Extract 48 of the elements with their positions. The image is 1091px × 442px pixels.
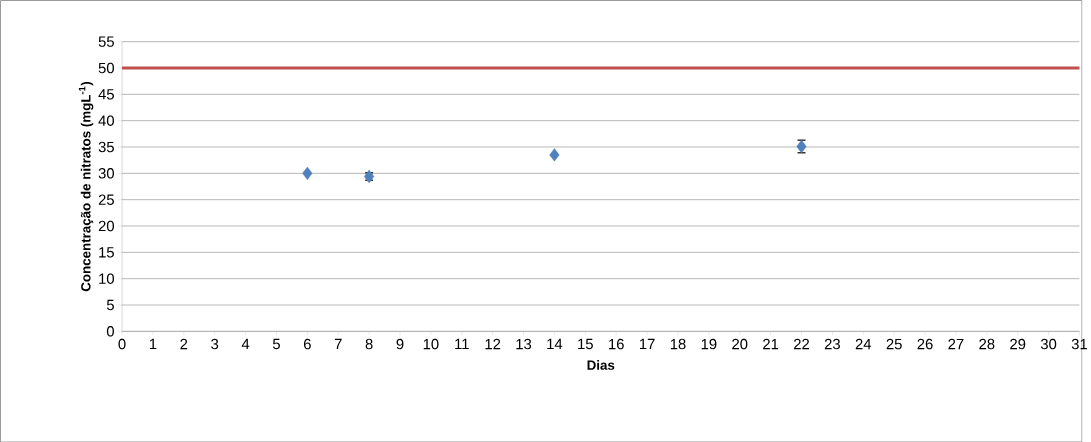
- y-tick-label: 30: [98, 167, 114, 179]
- y-tick-label: 5: [106, 299, 114, 310]
- x-tick-label: 4: [241, 338, 250, 349]
- point: [549, 148, 560, 162]
- y-tick-label: 45: [98, 88, 114, 100]
- x-tick-label: 6: [303, 338, 311, 350]
- x-tick-label: 2: [180, 338, 188, 349]
- y-tick-label: 50: [98, 62, 114, 73]
- x-tick-label: 25: [886, 338, 902, 350]
- point: [302, 166, 313, 180]
- x-tick-label: 17: [639, 338, 655, 349]
- x-axis-title: Dias: [587, 359, 615, 370]
- y-tick-label: 35: [98, 141, 114, 153]
- x-tick-label: 29: [1010, 338, 1026, 350]
- x-tick-label: 0: [118, 338, 126, 350]
- x-tick-label: 14: [547, 338, 563, 349]
- x-tick-label: 24: [855, 338, 872, 349]
- x-tick-label: 20: [732, 338, 748, 350]
- x-tick-label: 31: [1071, 338, 1087, 350]
- x-tick-label: 12: [485, 338, 501, 349]
- y-tick-label: 25: [98, 194, 114, 205]
- x-tick-label: 8: [365, 338, 373, 350]
- y-tick-label: 10: [99, 273, 114, 284]
- y-tick-label: 0: [106, 325, 114, 337]
- x-tick-label: 9: [396, 338, 404, 350]
- x-tick-label: 11: [455, 338, 469, 349]
- x-tick-label: 3: [211, 338, 219, 350]
- y-axis-title: Concentração de nitratos (mgL$^{-1}$): [78, 81, 94, 291]
- x-tick-label: 15: [578, 338, 593, 349]
- y-tick-label: 15: [99, 246, 114, 258]
- x-tick-label: 13: [516, 338, 532, 350]
- x-tick-label: 16: [609, 338, 624, 350]
- x-tick-label: 18: [670, 338, 686, 350]
- x-tick-label: 5: [272, 338, 280, 349]
- y-tick-label: 40: [98, 115, 114, 126]
- y-tick-label: 55: [98, 36, 114, 47]
- x-tick-label: 27: [948, 338, 964, 349]
- x-tick-label: 10: [423, 338, 439, 350]
- x-tick-label: 22: [794, 338, 809, 349]
- x-tick-label: 21: [763, 338, 779, 349]
- y-tick-label: 20: [98, 220, 114, 232]
- x-tick-label: 28: [979, 338, 995, 350]
- x-tick-label: 7: [334, 338, 342, 349]
- x-tick-label: 26: [917, 338, 933, 350]
- x-tick-label: 19: [701, 338, 717, 350]
- x-tick-label: 30: [1040, 338, 1057, 350]
- x-tick-label: 23: [824, 338, 840, 350]
- x-tick-label: 1: [149, 338, 157, 349]
